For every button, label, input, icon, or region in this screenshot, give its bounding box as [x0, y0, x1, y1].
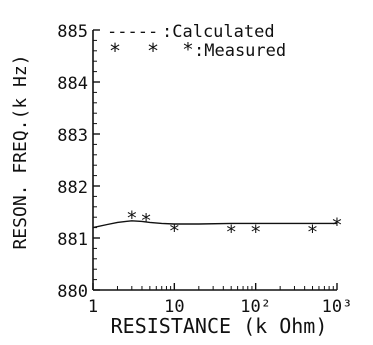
legend-star-marker: * — [109, 39, 121, 63]
measured-point: * — [250, 222, 261, 244]
x-tick-label: 1 — [88, 297, 98, 317]
y-tick-label: 884 — [57, 74, 88, 94]
legend-calculated-label: :Calculated — [162, 22, 275, 42]
y-tick-label: 885 — [57, 22, 88, 42]
measured-point: * — [225, 222, 236, 244]
x-tick-label: 10² — [240, 297, 271, 317]
y-tick-label: 880 — [57, 282, 88, 302]
y-tick-label: 883 — [57, 126, 88, 146]
x-axis-title: RESISTANCE (k Ohm) — [111, 314, 328, 338]
x-tick-label: 10³ — [322, 297, 353, 317]
legend-calculated-symbol: ----- — [107, 22, 158, 42]
legend-measured-symbol: * — [182, 39, 193, 61]
y-axis-title: RESON. FREQ.(k Hz) — [10, 54, 31, 249]
calculated-line — [92, 220, 337, 229]
measured-point: * — [331, 214, 342, 236]
legend-star-marker: * — [147, 39, 159, 63]
measured-point: * — [140, 210, 151, 232]
y-tick-label: 882 — [57, 178, 88, 198]
measured-point: * — [169, 221, 180, 243]
x-tick-label: 10 — [164, 297, 184, 317]
legend-measured-label: :Measured — [194, 41, 286, 61]
measured-point: * — [126, 208, 137, 230]
measured-point: * — [307, 222, 318, 244]
y-tick-label: 881 — [57, 230, 88, 250]
